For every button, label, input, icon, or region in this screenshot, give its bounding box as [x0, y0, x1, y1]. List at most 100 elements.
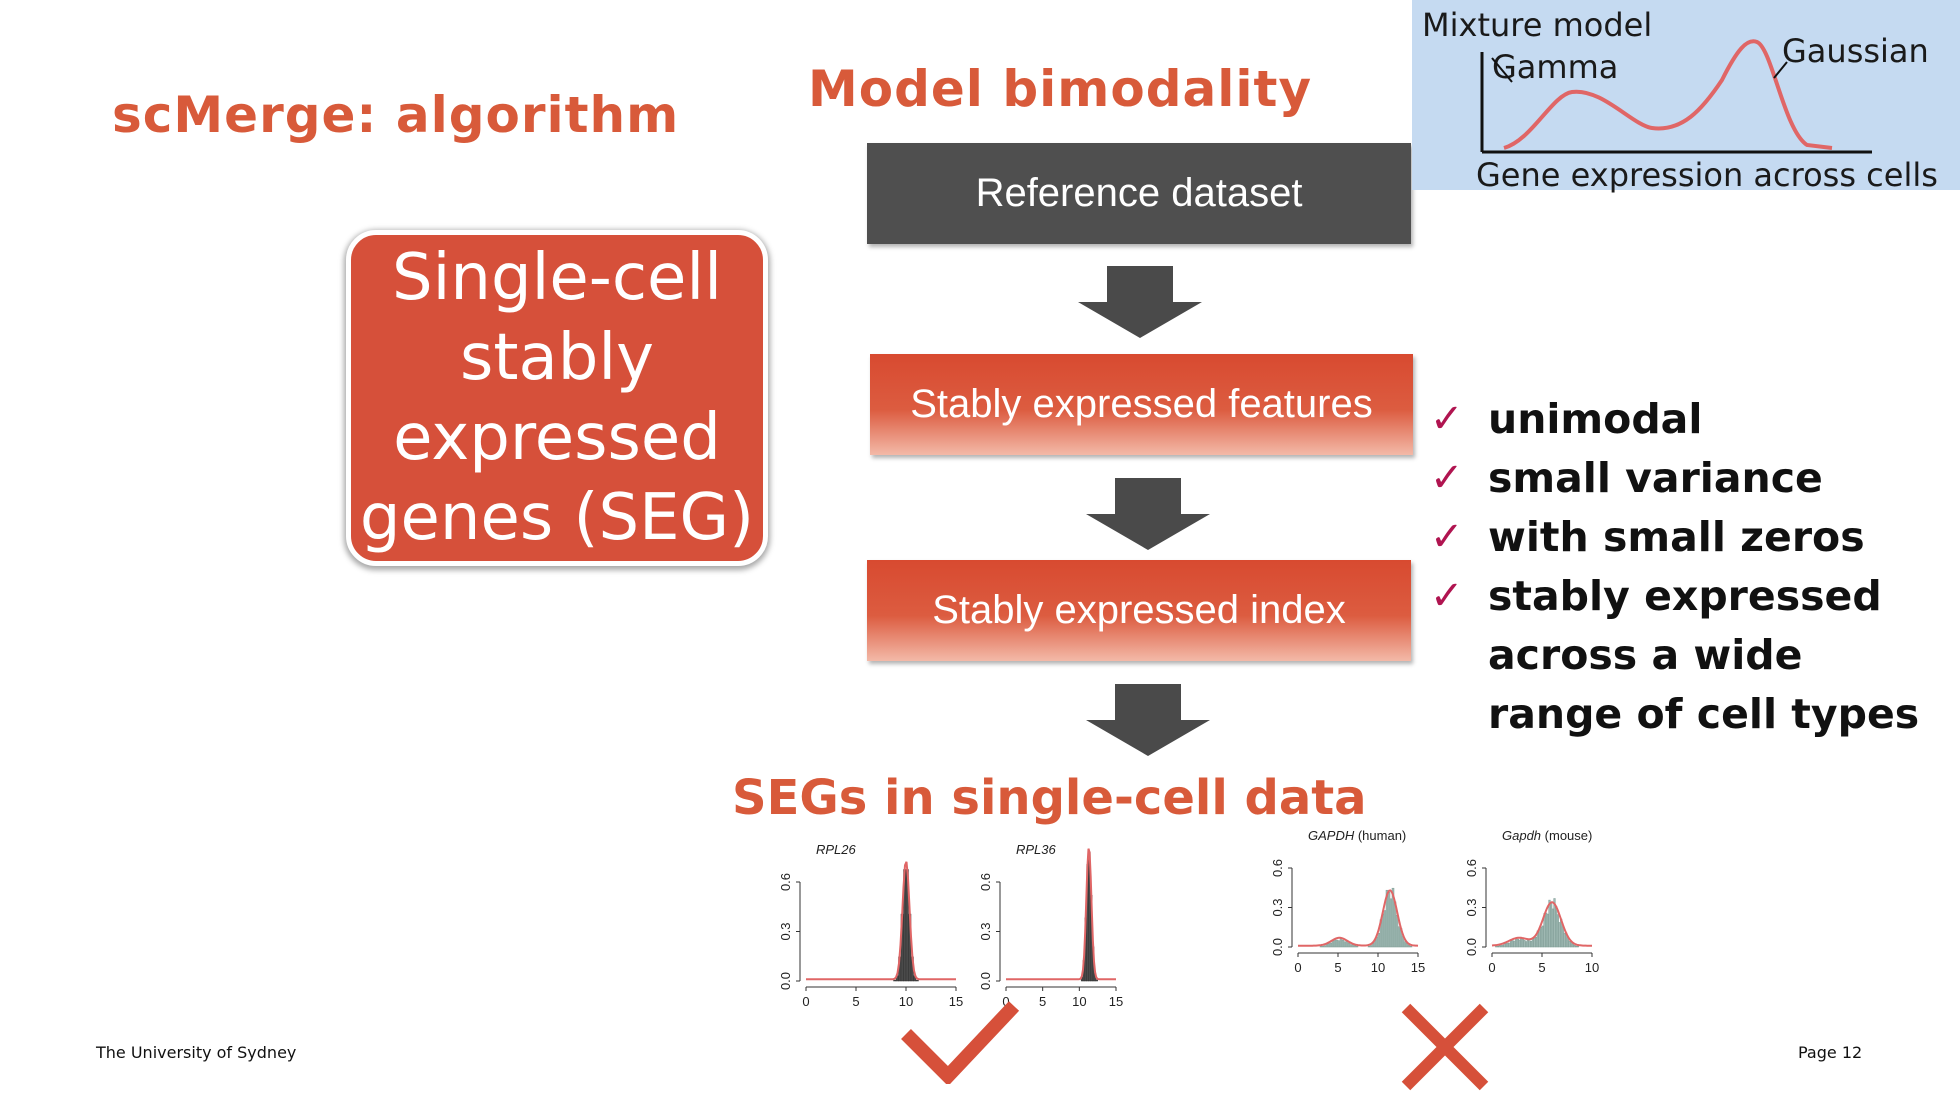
histogram-bar [1409, 946, 1413, 948]
gamma-pointer-line [1491, 57, 1513, 83]
x-tick-label: 5 [1334, 960, 1341, 975]
histogram-bar [1550, 903, 1553, 948]
histogram-bar [1337, 940, 1341, 948]
histogram-bar [1369, 945, 1373, 948]
x-tick-label: 5 [1538, 960, 1545, 975]
histogram-bar [1540, 926, 1543, 948]
y-tick-label: 0.6 [978, 873, 993, 891]
histogram-chart-rpl36: RPL36 0.0 0.3 0.6 0 5 10 15 [978, 842, 1123, 1009]
checklist-item: ✓ small variance [1430, 449, 1950, 508]
mixture-curve-plot [1480, 39, 1872, 154]
checkmark-icon: ✓ [1430, 573, 1464, 619]
histogram-bar [1343, 941, 1347, 948]
histogram-bar [1511, 940, 1514, 948]
histogram-bar [1095, 979, 1098, 982]
histogram-bar [1525, 941, 1528, 948]
checklist-item: ✓ stably expressed across a wide range o… [1430, 567, 1950, 744]
y-tick-label: 0.0 [1464, 938, 1479, 956]
histogram-bar [1535, 937, 1538, 948]
histogram-bar [1530, 941, 1533, 948]
histogram-bar [1546, 913, 1549, 948]
histogram-bar [1321, 945, 1325, 948]
down-arrow-icon [1086, 684, 1210, 756]
seg-callout-text: Single-cell stably expressed genes (SEG) [359, 241, 755, 555]
checkmark-icon: ✓ [1430, 396, 1464, 442]
histogram-bar [1323, 945, 1327, 948]
histogram-bar [1545, 912, 1548, 948]
histogram-bar [893, 980, 897, 982]
y-tick-label: 0.3 [978, 922, 993, 940]
histogram-bar [1377, 932, 1381, 948]
result-heading: SEGs in single-cell data [732, 770, 1367, 826]
histogram-bar [1351, 944, 1355, 948]
histogram-bar [1496, 946, 1499, 948]
histogram-bar [1347, 942, 1351, 948]
y-tick-label: 0.0 [978, 972, 993, 990]
histogram-bar [1327, 943, 1331, 948]
section-heading: Model bimodality [808, 60, 1313, 118]
checkmark-icon: ✓ [1430, 514, 1464, 560]
checklist-item-text: unimodal [1488, 395, 1703, 443]
inset-gaussian-label: Gaussian [1782, 32, 1929, 70]
x-tick-label: 10 [1072, 994, 1086, 1009]
histogram-bar [1516, 938, 1519, 948]
x-tick-label: 15 [1109, 994, 1123, 1009]
x-tick-label: 5 [1039, 994, 1046, 1009]
mixture-density-curve [1503, 39, 1833, 150]
check-verdict-icon [901, 1001, 1020, 1084]
down-arrow-icon [1078, 266, 1202, 338]
x-tick-label: 5 [852, 994, 859, 1009]
y-tick-label: 0.6 [1270, 859, 1285, 877]
histogram-bar [1319, 946, 1323, 948]
x-tick-label: 0 [1002, 994, 1009, 1009]
histogram-bar [1339, 938, 1343, 948]
histogram-bar [1355, 946, 1359, 948]
density-curve [1491, 901, 1592, 947]
histogram-bar [1397, 926, 1401, 948]
histogram-bar [1403, 941, 1407, 948]
histogram-bar [1353, 945, 1357, 948]
down-arrow-icon [1086, 478, 1210, 550]
x-tick-label: 0 [802, 994, 809, 1009]
density-curve [1006, 848, 1116, 981]
histogram-bar [1341, 939, 1345, 948]
histogram-bar [915, 980, 919, 982]
y-tick-label: 0.3 [1270, 898, 1285, 916]
histogram-bar [1556, 914, 1559, 948]
gaussian-pointer-line [1773, 61, 1788, 79]
histogram-bar [1521, 938, 1524, 948]
histogram-chart-gapdh-human: GAPDH (human) 0.0 0.3 0.6 0 5 10 15 [1270, 828, 1425, 975]
histogram-title: RPL26 [816, 842, 857, 857]
y-tick-label: 0.3 [1464, 898, 1479, 916]
checkmark-icon: ✓ [1430, 455, 1464, 501]
x-tick-label: 10 [1371, 960, 1385, 975]
x-tick-label: 15 [1411, 960, 1425, 975]
inset-gamma-label: Gamma [1492, 48, 1619, 86]
histogram-bar [1520, 937, 1523, 948]
x-tick-label: 15 [949, 994, 963, 1009]
flow-box-index: Stably expressed index [867, 560, 1411, 661]
y-tick-label: 0.6 [1464, 859, 1479, 877]
histogram-bar [1329, 942, 1333, 948]
inset-title: Mixture model [1422, 6, 1653, 44]
slide-title: scMerge: algorithm [112, 86, 680, 144]
y-tick-label: 0.0 [1270, 938, 1285, 956]
footer-institution: The University of Sydney [96, 1043, 297, 1062]
x-tick-label: 0 [1488, 960, 1495, 975]
histogram-bar [1367, 945, 1371, 948]
x-tick-label: 0 [1294, 960, 1301, 975]
flow-box-reference: Reference dataset [867, 143, 1411, 244]
density-curve [806, 861, 956, 981]
histogram-chart-rpl26: RPL26 0.0 0.3 0.6 0 5 10 15 [778, 842, 963, 1009]
density-curve [1298, 889, 1419, 947]
histogram-bar [1335, 939, 1339, 948]
x-tick-label: 10 [1585, 960, 1599, 975]
y-tick-label: 0.6 [778, 873, 793, 891]
inset-xlabel: Gene expression across cells [1476, 156, 1938, 194]
seg-callout-box: Single-cell stably expressed genes (SEG) [346, 230, 768, 566]
checklist-item-text: small variance [1488, 454, 1823, 502]
histogram-bar [1333, 939, 1337, 948]
histogram-bar [1551, 908, 1554, 948]
histogram-bar [1571, 943, 1574, 948]
histogram-bar [1541, 925, 1544, 948]
